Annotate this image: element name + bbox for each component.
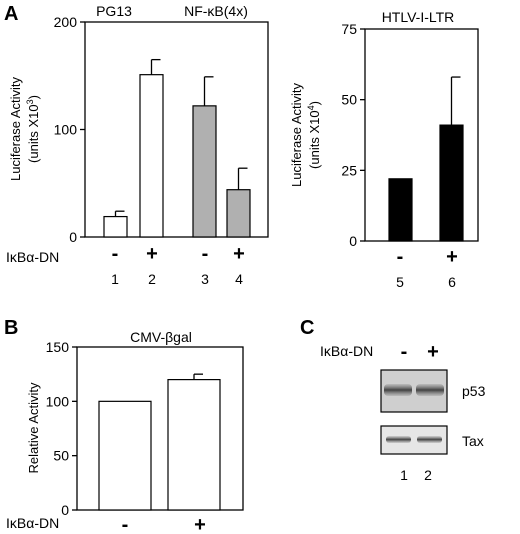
bar [103,215,128,238]
y-axis-label-a-left-units: (units X10 [26,104,41,163]
bars-a-left [103,58,251,238]
y-axis-label-b: Relative Activity [26,382,41,474]
band-label-tax: Tax [462,433,484,449]
condition-label-a: IκBα-DN [6,249,59,265]
y-tick-label: 0 [349,233,357,249]
band-p53-lane-2 [416,384,444,396]
bars-b [98,373,221,511]
y-tick-label: 25 [341,162,357,178]
chart-title-cmv: CMV-βgal [130,329,192,345]
panel-letter-a: A [4,3,18,25]
y-tick-label: 50 [53,448,69,464]
band-tax-lane-2 [417,436,442,443]
y-axis-label-a-left-exponent: 3 [25,99,35,104]
group-title-nfkb: NF-κB(4x) [184,3,248,19]
blot-lane-1: 1 [400,467,408,483]
lane-number: 6 [448,274,456,290]
blot-sign-1: - [401,341,408,363]
y-axis-label-a-right-close: ) [307,101,322,105]
plot-frame-a-right [364,28,479,242]
bar [226,189,251,238]
y-tick-label: 75 [341,21,357,37]
condition-sign: + [233,243,245,265]
plot-frame-b [76,346,244,511]
chart-a-right: HTLV-I-LTR 0 25 50 75 Luciferase Activity (… [289,9,479,290]
chart-b: CMV-βgal 0 50 100 150 Relative Activity IκB… [6,329,244,534]
bar [139,74,164,238]
condition-label-b: IκBα-DN [6,515,59,531]
chart-title-htlv: HTLV-I-LTR [382,9,455,25]
lane-number: 1 [111,271,119,287]
condition-sign: + [194,514,206,534]
bar [167,379,221,511]
y-tick-label: 150 [46,339,70,355]
blot-lane-2: 2 [424,467,432,483]
y-axis-label-a-left-line1: Luciferase Activity [8,76,23,181]
lane-number: 5 [396,274,404,290]
y-tick-label: 100 [54,122,78,138]
condition-sign: - [112,243,119,265]
band-p53-lane-1 [384,384,412,396]
bar [98,400,152,511]
signs-a-left: - + - + [112,243,245,265]
y-axis-label-a-right-exponent: 4 [306,105,316,110]
western-blot: IκBα-DN - + p53 Tax 1 2 [320,341,486,483]
y-tick-label: 100 [46,393,70,409]
panel-letter-b: B [4,317,18,339]
bar [192,105,217,238]
blot-sign-2: + [427,341,439,363]
lanes-a-left: 1 2 3 4 [111,271,243,287]
bars-a-right [388,76,464,242]
condition-sign: - [202,243,209,265]
condition-sign: + [146,243,158,265]
lane-number: 4 [235,271,243,287]
y-tick-label: 0 [69,229,77,245]
y-tick-label: 50 [341,92,357,108]
chart-a-left: PG13 NF-κB(4x) 0 100 200 Luciferase Activi… [6,3,269,287]
lane-number: 3 [201,271,209,287]
bar [439,124,464,242]
condition-sign: + [446,246,458,268]
y-axis-label-a-left-close: ) [26,95,41,99]
condition-sign: - [397,246,404,268]
y-tick-label: 0 [61,502,69,518]
y-axis-label-a-right-line1: Luciferase Activity [289,82,304,187]
condition-sign: - [122,514,129,534]
y-axis-b: 0 50 100 150 [46,339,77,518]
y-axis-label-a-left-line2: (units X103) [25,95,41,163]
condition-label-c: IκBα-DN [320,343,373,359]
y-axis-label-a-right-line2: (units X104) [306,101,322,169]
y-axis-a-right: 0 25 50 75 [341,21,365,249]
bar [388,178,413,242]
y-axis-a-left: 0 100 200 [54,14,85,245]
y-axis-label-a-right-units: (units X10 [307,110,322,169]
band-tax-lane-1 [386,436,411,443]
signs-a-right: - + [397,246,458,268]
group-title-pg13: PG13 [96,3,132,19]
y-tick-label: 200 [54,14,78,30]
band-label-p53: p53 [462,383,486,399]
signs-b: - + [122,514,206,534]
lane-number: 2 [148,271,156,287]
panel-letter-c: C [300,317,314,339]
